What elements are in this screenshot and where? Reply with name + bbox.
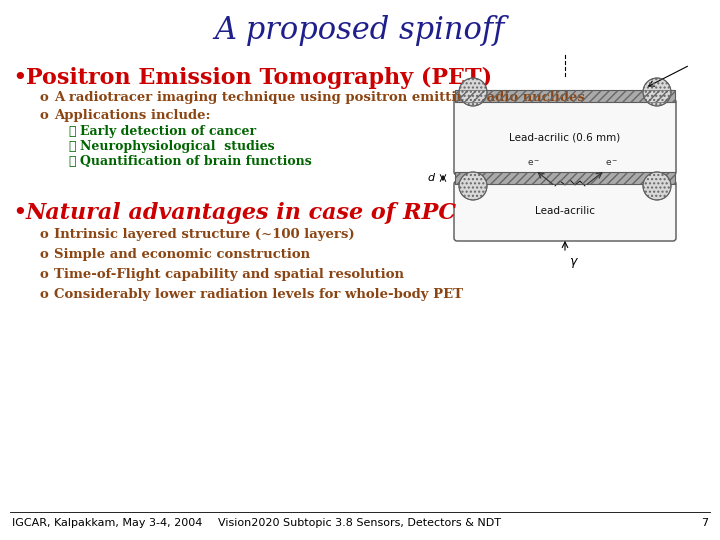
- Text: ✓: ✓: [68, 125, 76, 138]
- Text: Neurophysiological  studies: Neurophysiological studies: [80, 140, 274, 153]
- Text: $\gamma$: $\gamma$: [569, 256, 579, 270]
- Text: o: o: [40, 248, 49, 261]
- FancyBboxPatch shape: [454, 181, 676, 241]
- Circle shape: [459, 78, 487, 106]
- Text: A proposed spinoff: A proposed spinoff: [215, 15, 505, 46]
- Text: o: o: [40, 228, 49, 241]
- Text: Positron Emission Tomography (PET): Positron Emission Tomography (PET): [26, 67, 492, 89]
- Text: Simple and economic construction: Simple and economic construction: [54, 248, 310, 261]
- Text: A radiotracer imaging technique using positron emitting radio nuclides: A radiotracer imaging technique using po…: [54, 91, 585, 104]
- Bar: [455, 90, 675, 102]
- Text: e$^-$: e$^-$: [527, 158, 541, 168]
- Circle shape: [459, 172, 487, 200]
- Text: Intrinsic layered structure (~100 layers): Intrinsic layered structure (~100 layers…: [54, 228, 355, 241]
- Text: e$^-$: e$^-$: [605, 158, 618, 168]
- Text: IGCAR, Kalpakkam, May 3-4, 2004: IGCAR, Kalpakkam, May 3-4, 2004: [12, 518, 202, 528]
- Text: ✓: ✓: [68, 155, 76, 168]
- Text: o: o: [40, 109, 49, 122]
- Text: Early detection of cancer: Early detection of cancer: [80, 125, 256, 138]
- Text: Applications include:: Applications include:: [54, 109, 210, 122]
- Bar: [455, 172, 675, 184]
- Circle shape: [643, 172, 671, 200]
- FancyBboxPatch shape: [454, 99, 676, 175]
- Text: Considerably lower radiation levels for whole-body PET: Considerably lower radiation levels for …: [54, 288, 463, 301]
- Text: o: o: [40, 288, 49, 301]
- Text: Quantification of brain functions: Quantification of brain functions: [80, 155, 312, 168]
- Text: d: d: [428, 173, 435, 183]
- Circle shape: [643, 78, 671, 106]
- Text: Vision2020 Subtopic 3.8 Sensors, Detectors & NDT: Vision2020 Subtopic 3.8 Sensors, Detecto…: [218, 518, 502, 528]
- Text: •: •: [12, 202, 27, 225]
- Bar: [455, 172, 675, 184]
- Text: Lead-acrilic (0.6 mm): Lead-acrilic (0.6 mm): [509, 132, 621, 142]
- Text: ✓: ✓: [68, 140, 76, 153]
- Text: o: o: [40, 268, 49, 281]
- Text: Lead-acrilic: Lead-acrilic: [535, 206, 595, 216]
- Text: Natural advantages in case of RPC: Natural advantages in case of RPC: [26, 202, 457, 224]
- Text: 7: 7: [701, 518, 708, 528]
- Text: Time-of-Flight capability and spatial resolution: Time-of-Flight capability and spatial re…: [54, 268, 404, 281]
- Text: o: o: [40, 91, 49, 104]
- Text: •: •: [12, 67, 27, 90]
- Bar: [455, 90, 675, 102]
